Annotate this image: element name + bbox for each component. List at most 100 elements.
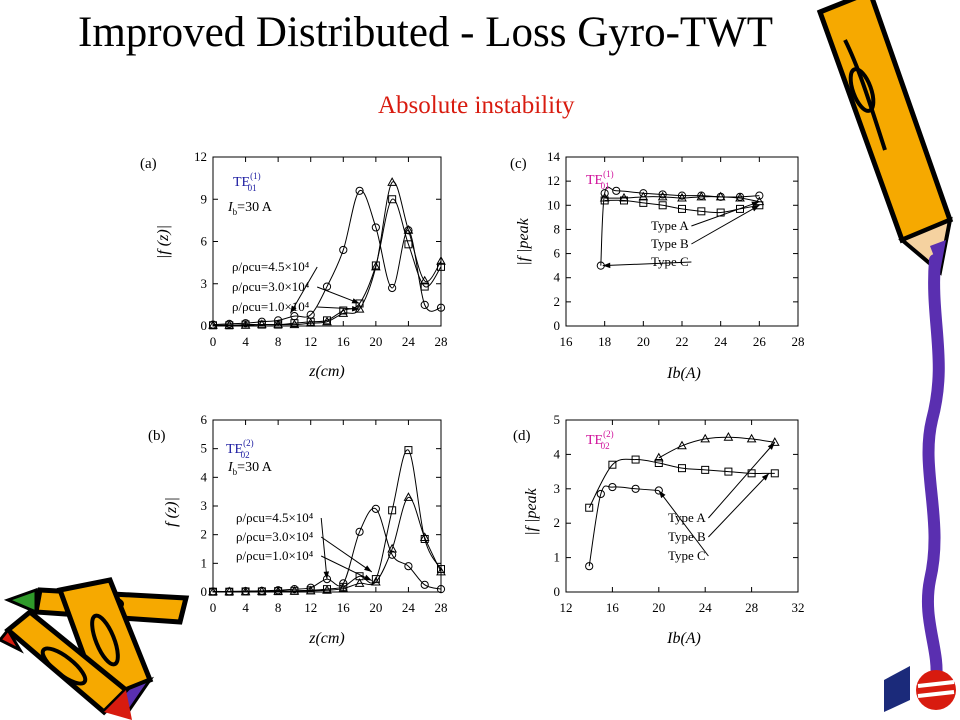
data-point-triangle bbox=[208, 320, 218, 329]
x-tick-label: 22 bbox=[676, 334, 689, 349]
y-tick-label: 12 bbox=[194, 149, 207, 164]
chart-a: 0 4 8 12 16 20 24 28 0 3 6 9 12 (a) TE(1) 01 Ib=30 A ρ/ρc… bbox=[140, 149, 448, 380]
data-point-triangle bbox=[696, 191, 707, 201]
y-tick-label: 5 bbox=[554, 412, 561, 427]
data-point-square bbox=[620, 196, 628, 205]
data-point-triangle bbox=[715, 191, 726, 201]
annotation-arrow bbox=[320, 555, 373, 581]
plot-frame bbox=[565, 419, 799, 593]
x-tick-label: 12 bbox=[304, 600, 317, 615]
annotation-arrowhead bbox=[363, 574, 372, 581]
data-point-circle bbox=[585, 562, 594, 571]
y-tick-label: 1 bbox=[554, 550, 561, 565]
data-point-circle bbox=[654, 486, 663, 495]
data-point-circle bbox=[631, 484, 640, 493]
data-point-triangle bbox=[322, 585, 332, 594]
x-tick-label: 26 bbox=[753, 334, 767, 349]
data-point-circle bbox=[436, 303, 446, 312]
series-square bbox=[585, 455, 779, 512]
x-tick-label: 28 bbox=[792, 334, 805, 349]
data-point-square bbox=[678, 204, 686, 213]
data-point-square bbox=[437, 565, 445, 574]
data-point-triangle bbox=[240, 586, 251, 596]
x-tick-label: 24 bbox=[714, 334, 728, 349]
slide-subtitle: Absolute instability bbox=[378, 92, 575, 119]
annotation-arrowhead bbox=[351, 305, 360, 312]
data-point-triangle bbox=[436, 566, 446, 576]
data-point-triangle bbox=[403, 492, 414, 501]
mode-label: TE(1) 01 bbox=[586, 169, 614, 191]
x-tick-label: 12 bbox=[560, 600, 573, 615]
annotation-label: Type A bbox=[668, 510, 706, 525]
data-point-square bbox=[654, 459, 663, 467]
annotation-arrow bbox=[691, 204, 760, 245]
data-point-circle bbox=[355, 186, 364, 195]
y-tick-label: 1 bbox=[201, 555, 208, 570]
data-point-square bbox=[339, 306, 348, 315]
series-circle bbox=[585, 482, 663, 571]
annotation-label: ρ/ρcu=3.0×10⁴ bbox=[232, 279, 310, 294]
y-tick-label: 0 bbox=[201, 318, 208, 333]
x-tick-label: 28 bbox=[745, 600, 758, 615]
slide-title: Improved Distributed - Loss Gyro-TWT bbox=[78, 9, 774, 56]
data-point-square bbox=[608, 460, 617, 469]
series-line bbox=[604, 196, 760, 203]
data-point-triangle bbox=[338, 583, 349, 593]
y-tick-label: 3 bbox=[201, 276, 208, 291]
y-tick-label: 0 bbox=[201, 584, 208, 599]
data-point-square bbox=[658, 201, 667, 210]
data-point-triangle bbox=[305, 585, 316, 595]
annotation-arrowhead bbox=[602, 262, 611, 269]
panel-label: (a) bbox=[140, 156, 157, 172]
data-point-triangle bbox=[257, 319, 267, 329]
data-point-circle bbox=[274, 316, 283, 325]
mode-label: TE(1) 01 bbox=[233, 171, 261, 193]
data-point-square bbox=[388, 506, 397, 515]
data-point-triangle bbox=[657, 191, 668, 201]
data-point-triangle bbox=[338, 308, 349, 317]
data-point-triangle bbox=[677, 192, 687, 202]
data-point-circle bbox=[658, 190, 667, 199]
x-tick-label: 8 bbox=[275, 600, 282, 615]
annotation-label: ρ/ρcu=1.0×10⁴ bbox=[236, 548, 314, 563]
y-tick-label: 2 bbox=[554, 515, 561, 530]
series-line bbox=[658, 436, 775, 459]
x-tick-label: 18 bbox=[598, 334, 611, 349]
annotation-label: Type B bbox=[651, 236, 689, 251]
x-tick-label: 16 bbox=[606, 600, 620, 615]
data-point-triangle bbox=[653, 452, 664, 462]
data-point-triangle bbox=[371, 261, 381, 271]
data-point-circle bbox=[677, 191, 687, 200]
data-point-triangle bbox=[677, 440, 687, 450]
data-point-circle bbox=[371, 504, 380, 513]
y-tick-label: 4 bbox=[201, 469, 208, 484]
y-axis-label: |f |peak bbox=[523, 487, 540, 535]
annotation-arrow bbox=[317, 286, 360, 304]
series-line bbox=[213, 496, 442, 593]
x-tick-label: 4 bbox=[242, 334, 249, 349]
series-line bbox=[588, 458, 775, 508]
data-point-triangle bbox=[746, 433, 757, 443]
y-tick-label: 9 bbox=[201, 191, 208, 206]
annotation-arrow bbox=[320, 517, 328, 580]
x-tick-label: 32 bbox=[792, 600, 805, 615]
data-point-square bbox=[420, 282, 429, 291]
annotation-arrowhead bbox=[351, 298, 360, 304]
data-point-triangle bbox=[273, 319, 283, 329]
annotation-arrow bbox=[602, 261, 692, 267]
data-point-square bbox=[388, 195, 397, 204]
panel-label: (b) bbox=[148, 428, 166, 444]
annotation-arrow bbox=[691, 201, 760, 227]
data-point-circle bbox=[322, 282, 332, 291]
x-tick-label: 0 bbox=[210, 334, 217, 349]
data-point-circle bbox=[596, 489, 605, 499]
annotation-arrowhead bbox=[658, 490, 666, 499]
data-point-square bbox=[639, 198, 648, 207]
data-point-triangle bbox=[419, 532, 430, 542]
x-tick-label: 16 bbox=[337, 334, 351, 349]
x-tick-label: 4 bbox=[242, 600, 249, 615]
annotation-arrow bbox=[658, 490, 709, 557]
annotation-arrowhead bbox=[323, 571, 330, 580]
data-point-circle bbox=[608, 482, 617, 492]
